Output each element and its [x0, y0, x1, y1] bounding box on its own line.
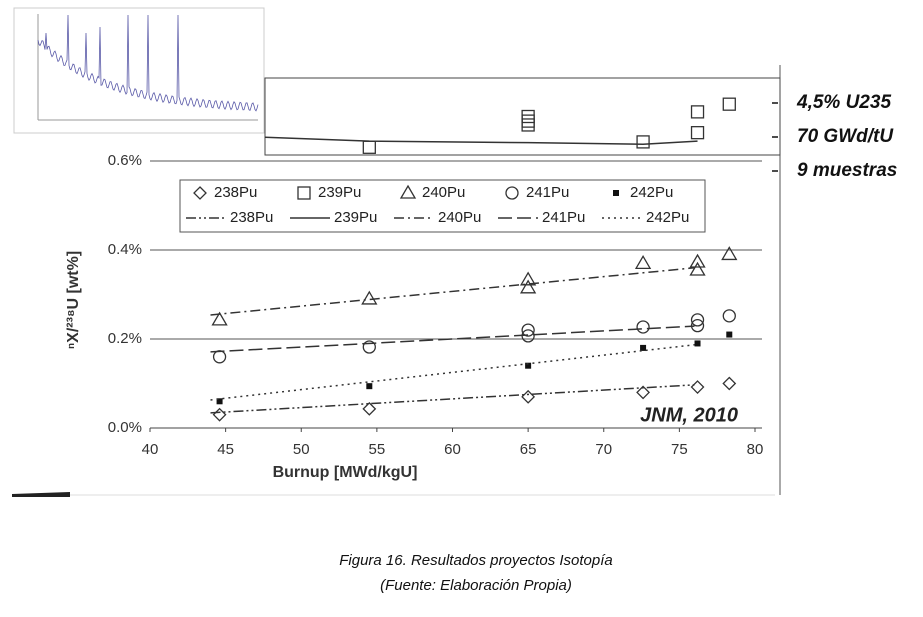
fit-line	[210, 267, 695, 316]
y-tick-label: 0.2%	[108, 330, 142, 347]
x-axis-label: Burnup [MWd/kgU]	[273, 464, 418, 481]
inset-frame	[13, 7, 265, 134]
marker	[722, 309, 736, 323]
marker	[297, 186, 311, 200]
spectrum-inset	[13, 7, 265, 134]
marker	[519, 271, 537, 286]
marker	[726, 331, 733, 338]
marker	[211, 311, 228, 326]
y-tick-label: 0.0%	[108, 419, 142, 436]
marker	[525, 362, 532, 369]
x-tick-label: 50	[293, 441, 310, 458]
legend-label: 242Pu	[630, 184, 673, 201]
side-annotation: 4,5% U235	[796, 92, 891, 113]
legend-label: 239Pu	[334, 209, 377, 226]
x-tick-label: 65	[520, 441, 537, 458]
marker	[689, 261, 706, 276]
legend-label: 238Pu	[230, 209, 273, 226]
marker	[193, 186, 207, 200]
fit-line	[210, 344, 695, 401]
marker	[521, 323, 535, 337]
legend-label: 241Pu	[542, 209, 585, 226]
x-tick-label: 55	[369, 441, 386, 458]
marker	[362, 340, 376, 354]
marker	[216, 398, 223, 405]
x-tick-label: 40	[142, 441, 159, 458]
marker	[519, 279, 537, 294]
marker	[636, 385, 650, 400]
legend-label: 240Pu	[438, 209, 481, 226]
fit-line	[210, 384, 695, 414]
marker	[212, 407, 227, 422]
marker	[690, 126, 705, 140]
legend-label: 241Pu	[526, 184, 569, 201]
marker	[613, 190, 619, 196]
marker	[521, 118, 535, 132]
legend-label: 238Pu	[214, 184, 257, 201]
marker	[361, 290, 378, 305]
marker	[722, 376, 737, 391]
source-annotation: JNM, 2010	[640, 404, 738, 426]
x-tick-label: 80	[747, 441, 764, 458]
x-tick-label: 45	[217, 441, 234, 458]
marker	[634, 255, 652, 269]
y-tick-label: 0.4%	[108, 241, 142, 258]
fit-line	[264, 136, 698, 145]
inset-spectrum	[37, 14, 259, 112]
marker	[399, 184, 417, 199]
marker	[689, 253, 706, 268]
marker	[690, 380, 705, 394]
x-tick-label: 75	[671, 441, 688, 458]
fit-line	[210, 325, 695, 353]
marker	[505, 186, 519, 200]
marker	[212, 350, 227, 364]
y-axis-label: ⁿX/²³⁸U [wt%]	[65, 251, 82, 349]
caption: (Fuente: Elaboración Propia)	[380, 577, 572, 594]
marker	[521, 389, 536, 404]
marker	[722, 97, 736, 111]
caption: Figura 16. Resultados proyectos Isotopía	[339, 552, 613, 569]
side-annotation: 70 GWd/tU	[797, 126, 894, 147]
marker	[636, 320, 650, 334]
legend-label: 239Pu	[318, 184, 361, 201]
marker	[640, 344, 647, 351]
marker	[721, 246, 738, 261]
marker	[636, 135, 650, 149]
x-tick-label: 60	[444, 441, 461, 458]
legend-box	[179, 179, 706, 233]
marker	[694, 340, 701, 347]
marker	[690, 105, 705, 119]
legend-label: 240Pu	[422, 184, 465, 201]
marker	[362, 401, 377, 416]
side-annotation: 9 muestras	[797, 160, 897, 181]
marker	[690, 313, 705, 327]
legend-label: 242Pu	[646, 209, 689, 226]
marker	[366, 383, 373, 390]
y-tick-label: 0.6%	[108, 152, 142, 169]
decoration	[12, 492, 70, 497]
x-tick-label: 70	[595, 441, 612, 458]
